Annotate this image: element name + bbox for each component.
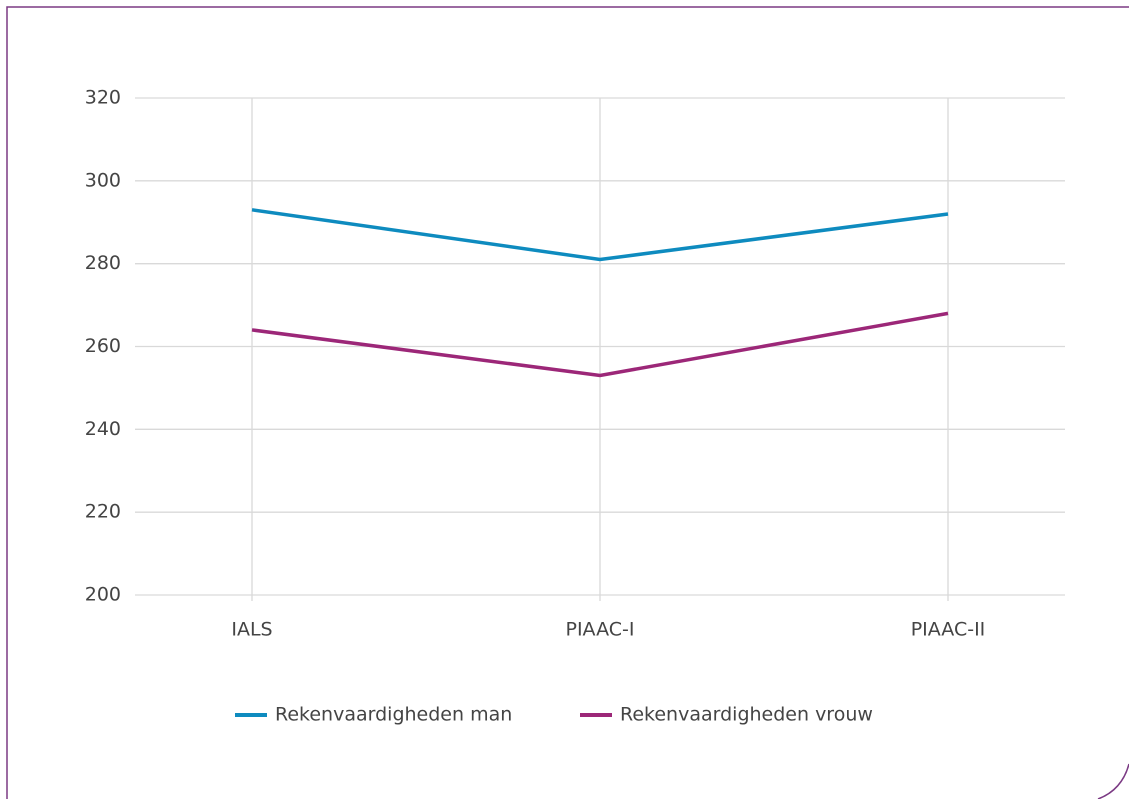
y-tick-label: 280 xyxy=(85,252,121,274)
x-tick-label: IALS xyxy=(231,619,272,641)
frame-corner xyxy=(1097,763,1129,799)
frame xyxy=(6,6,1129,799)
y-tick-label: 260 xyxy=(85,335,121,357)
x-tick-label: PIAAC-I xyxy=(566,619,635,641)
y-tick-label: 240 xyxy=(85,418,121,440)
y-tick-label: 200 xyxy=(85,584,121,606)
legend-label: Rekenvaardigheden vrouw xyxy=(620,704,873,726)
line-series xyxy=(251,208,949,262)
legend-label: Rekenvaardigheden man xyxy=(275,704,512,726)
y-tick-label: 220 xyxy=(85,501,121,523)
y-tick-label: 320 xyxy=(85,87,121,109)
x-tick-label: PIAAC-II xyxy=(911,619,986,641)
line-series xyxy=(251,311,949,378)
y-tick-label: 300 xyxy=(85,169,121,191)
